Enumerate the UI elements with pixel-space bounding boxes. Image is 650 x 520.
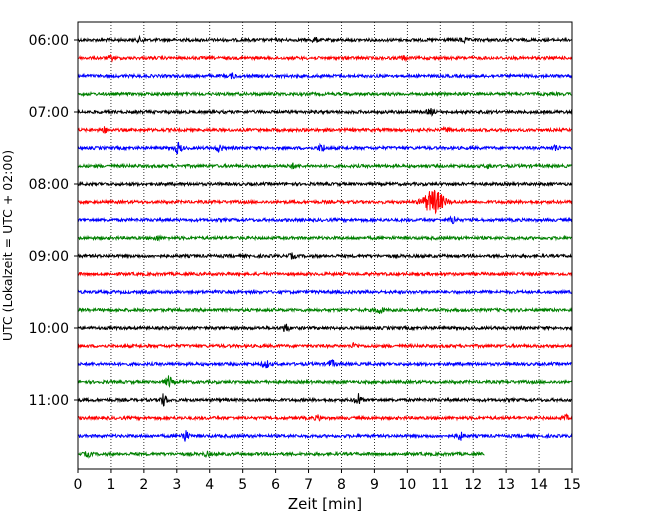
y-axis-label: UTC (Lokalzeit = UTC + 02:00) (0, 150, 15, 341)
vertical-grid (110, 22, 540, 469)
y-tick-label: 11:00 (29, 393, 69, 409)
x-tick-label: 0 (74, 477, 83, 493)
trace-0630 (77, 72, 573, 80)
trace-1115 (77, 413, 573, 422)
x-tick-label: 6 (271, 477, 280, 493)
trace-0730 (77, 141, 573, 155)
x-tick-label: 5 (238, 477, 247, 493)
x-tick-label: 15 (563, 477, 581, 493)
trace-0700 (77, 107, 573, 117)
trace-0830 (77, 215, 573, 225)
x-tick-label: 3 (172, 477, 181, 493)
x-tick-label: 10 (398, 477, 416, 493)
x-axis-label: Zeit [min] (288, 495, 362, 513)
trace-0600 (77, 34, 573, 45)
y-tick-label: 09:00 (29, 249, 69, 265)
y-tick-label: 08:00 (29, 177, 69, 193)
trace-0615 (77, 54, 573, 64)
trace-1030 (77, 359, 573, 369)
y-tick-label: 07:00 (29, 105, 69, 121)
trace-0915 (77, 270, 573, 278)
x-tick-label: 11 (431, 477, 449, 493)
x-tick-label: 4 (205, 477, 214, 493)
x-tick-label: 13 (497, 477, 515, 493)
x-tick-label: 1 (106, 477, 115, 493)
trace-0930 (77, 288, 573, 296)
trace-0715 (77, 125, 573, 134)
x-tick-label: 12 (464, 477, 482, 493)
trace-0945 (77, 306, 573, 314)
trace-0800 (77, 180, 573, 188)
trace-0845 (77, 234, 573, 242)
x-tick-label: 8 (337, 477, 346, 493)
trace-1130 (77, 430, 573, 442)
trace-0900 (77, 252, 573, 260)
trace-1015 (77, 341, 573, 350)
trace-0645 (77, 90, 573, 98)
seismic-traces (77, 34, 573, 459)
trace-1145 (77, 450, 485, 459)
x-axis-ticks: 0 1 2 3 4 5 6 7 8 9 10 11 12 13 14 15 (74, 469, 581, 493)
plot-frame (77, 21, 573, 470)
trace-1000 (77, 323, 573, 333)
y-tick-label: 10:00 (29, 321, 69, 337)
y-axis-ticks: 06:00 07:00 08:00 09:00 10:00 11:00 (29, 33, 78, 409)
x-tick-label: 2 (139, 477, 148, 493)
x-tick-label: 9 (370, 477, 379, 493)
x-tick-label: 14 (530, 477, 548, 493)
trace-1100 (77, 393, 573, 407)
x-tick-label: 7 (304, 477, 313, 493)
trace-1045 (77, 375, 573, 388)
y-tick-label: 06:00 (29, 33, 69, 49)
trace-0815 (77, 189, 573, 215)
trace-0745 (77, 162, 573, 170)
